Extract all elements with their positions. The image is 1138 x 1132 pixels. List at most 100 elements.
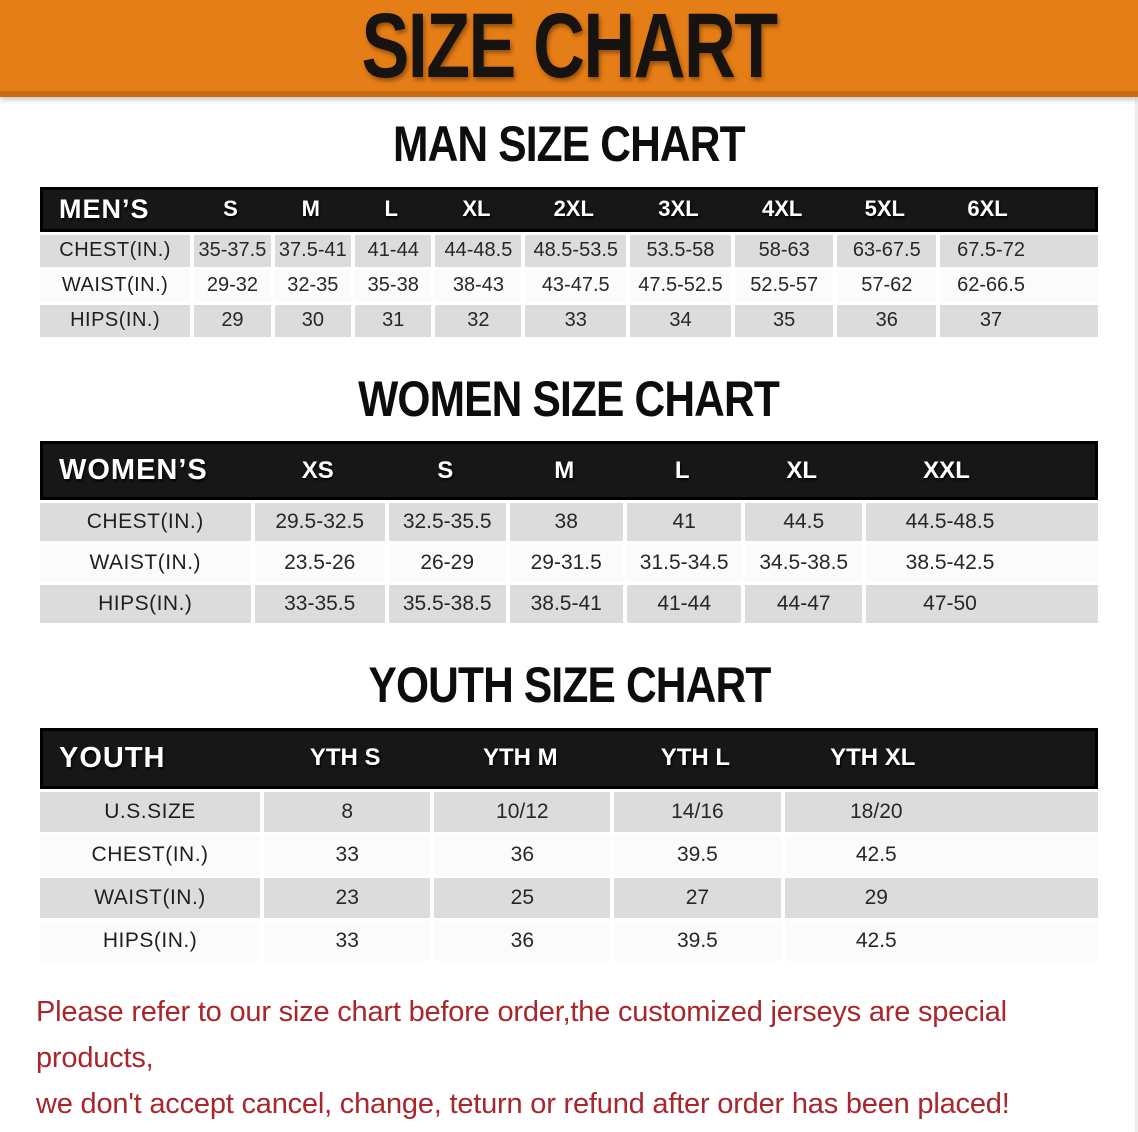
- row-label: CHEST(IN.): [40, 503, 251, 541]
- size-column-header: 3XL: [626, 186, 731, 232]
- section-title-wrap: WOMEN SIZE CHART: [0, 370, 1138, 439]
- measurement-value: 8: [260, 791, 431, 832]
- table-row: U.S.SIZE 8 10/12 14/16 18/20: [40, 791, 1098, 832]
- measurement-value: 32.5-35.5: [384, 503, 506, 541]
- size-column-header: S: [190, 186, 271, 232]
- measurement-value: 36: [430, 834, 611, 875]
- measurement-value: 36: [430, 920, 611, 961]
- measurement-value: 37.5-41: [270, 234, 352, 267]
- measurement-value: 33: [260, 834, 431, 875]
- measurement-value: 32-35: [270, 269, 352, 302]
- measurement-value: 27: [610, 877, 781, 918]
- disclaimer: Please refer to our size chart before or…: [0, 989, 1138, 1128]
- measurement-value: 35-37.5: [190, 234, 271, 267]
- size-column-header: 6XL: [936, 186, 1098, 232]
- size-chart-section: YOUTH SIZE CHART YOUTH YTH S YTH M YTH L YTH…: [0, 659, 1138, 964]
- size-column-header: M: [505, 441, 623, 500]
- measurement-value: 39.5: [610, 920, 781, 961]
- table-row: CHEST(IN.) 29.5-32.5 32.5-35.5 38 41 44.5 44.5…: [40, 503, 1098, 541]
- table-row: WAIST(IN.) 23.5-26 26-29 29-31.5 31.5-34.5 34…: [40, 544, 1098, 582]
- table-header-row: YOUTH YTH S YTH M YTH L YTH XL: [40, 727, 1098, 789]
- size-column-header: XXL: [862, 441, 1098, 500]
- measurement-value: 38.5-41: [505, 585, 623, 623]
- size-column-header: L: [622, 441, 742, 500]
- measurement-value: 38-43: [431, 269, 522, 302]
- table-row: HIPS(IN.) 33-35.5 35.5-38.5 38.5-41 41-44 44-…: [40, 585, 1098, 623]
- row-label: WAIST(IN.): [40, 269, 191, 302]
- measurement-value: 41-44: [622, 585, 742, 623]
- row-label: HIPS(IN.): [40, 920, 261, 961]
- measurement-value: 34.5-38.5: [741, 544, 863, 582]
- measurement-value: 35.5-38.5: [384, 585, 506, 623]
- table-row: WAIST(IN.) 23 25 27 29: [40, 877, 1098, 918]
- section-title: MAN SIZE CHART: [393, 116, 746, 172]
- measurement-value: 42.5: [780, 920, 1098, 961]
- disclaimer-line-1: Please refer to our size chart before or…: [36, 995, 1007, 1074]
- measurement-value: 44-48.5: [431, 234, 522, 267]
- measurement-value: 57-62: [833, 269, 937, 302]
- size-column-header: 4XL: [730, 186, 834, 232]
- size-column-header: XL: [431, 186, 522, 232]
- measurement-value: 47.5-52.5: [626, 269, 731, 302]
- disclaimer-line-2: we don't accept cancel, change, teturn o…: [36, 1088, 1010, 1121]
- measurement-value: 42.5: [780, 834, 1098, 875]
- row-label: WAIST(IN.): [40, 544, 251, 582]
- size-column-header: YTH S: [260, 727, 431, 789]
- table-row: HIPS(IN.) 29 30 31 32 33 34 35 36 37: [40, 304, 1098, 337]
- measurement-value: 18/20: [780, 791, 1098, 832]
- row-label: U.S.SIZE: [40, 791, 261, 832]
- measurement-value: 38.5-42.5: [862, 544, 1098, 582]
- measurement-value: 67.5-72: [936, 234, 1098, 267]
- measurement-value: 41-44: [351, 234, 432, 267]
- size-chart-banner: SIZE CHART: [0, 0, 1138, 97]
- size-table: YOUTH YTH S YTH M YTH L YTH XL U.S.SIZE 8 10/1…: [40, 725, 1098, 964]
- measurement-value: 58-63: [730, 234, 834, 267]
- size-column-header: M: [270, 186, 352, 232]
- table-row: CHEST(IN.) 35-37.5 37.5-41 41-44 44-48.5 48.5…: [40, 234, 1098, 267]
- size-table: WOMEN’S XS S M L XL XXL CHEST(IN.) 29.5-32.5 32.…: [40, 438, 1098, 626]
- size-table: MEN’S S M L XL 2XL 3XL 4XL 5XL 6XL CHEST(IN.) 35-3…: [40, 184, 1098, 340]
- size-chart-section: WOMEN SIZE CHART WOMEN’S XS S M L XL XXL CHEST…: [0, 370, 1138, 627]
- measurement-value: 63-67.5: [833, 234, 937, 267]
- measurement-value: 32: [431, 304, 522, 337]
- measurement-value: 33: [521, 304, 627, 337]
- section-title-wrap: MAN SIZE CHART: [0, 118, 1138, 184]
- size-column-header: XS: [250, 441, 385, 500]
- row-label: HIPS(IN.): [40, 585, 251, 623]
- measurement-value: 48.5-53.5: [521, 234, 627, 267]
- table-group-label: YOUTH: [40, 727, 261, 789]
- measurement-value: 25: [430, 877, 611, 918]
- measurement-value: 62-66.5: [936, 269, 1098, 302]
- measurement-value: 31: [351, 304, 432, 337]
- measurement-value: 41: [622, 503, 742, 541]
- measurement-value: 29-32: [190, 269, 271, 302]
- measurement-value: 26-29: [384, 544, 506, 582]
- size-column-header: YTH M: [430, 727, 611, 789]
- size-column-header: 2XL: [521, 186, 627, 232]
- table-row: CHEST(IN.) 33 36 39.5 42.5: [40, 834, 1098, 875]
- measurement-value: 29: [190, 304, 271, 337]
- row-label: CHEST(IN.): [40, 834, 261, 875]
- measurement-value: 52.5-57: [730, 269, 834, 302]
- section-title: YOUTH SIZE CHART: [368, 657, 771, 713]
- size-chart-section: MAN SIZE CHART MEN’S S M L XL 2XL 3XL 4XL 5XL 6XL…: [0, 118, 1138, 340]
- table-header-row: WOMEN’S XS S M L XL XXL: [40, 441, 1098, 500]
- row-label: CHEST(IN.): [40, 234, 191, 267]
- measurement-value: 36: [833, 304, 937, 337]
- measurement-value: 37: [936, 304, 1098, 337]
- section-title: WOMEN SIZE CHART: [358, 370, 781, 427]
- measurement-value: 29: [780, 877, 1098, 918]
- size-chart-sections: MAN SIZE CHART MEN’S S M L XL 2XL 3XL 4XL 5XL 6XL…: [0, 118, 1138, 964]
- measurement-value: 31.5-34.5: [622, 544, 742, 582]
- measurement-value: 29.5-32.5: [250, 503, 385, 541]
- section-title-wrap: YOUTH SIZE CHART: [0, 659, 1138, 725]
- measurement-value: 34: [626, 304, 731, 337]
- row-label: HIPS(IN.): [40, 304, 191, 337]
- table-header-row: MEN’S S M L XL 2XL 3XL 4XL 5XL 6XL: [40, 186, 1098, 232]
- table-row: HIPS(IN.) 33 36 39.5 42.5: [40, 920, 1098, 961]
- measurement-value: 30: [270, 304, 352, 337]
- measurement-value: 47-50: [862, 585, 1098, 623]
- size-column-header: XL: [741, 441, 863, 500]
- table-group-label: MEN’S: [40, 186, 191, 232]
- measurement-value: 44.5: [741, 503, 863, 541]
